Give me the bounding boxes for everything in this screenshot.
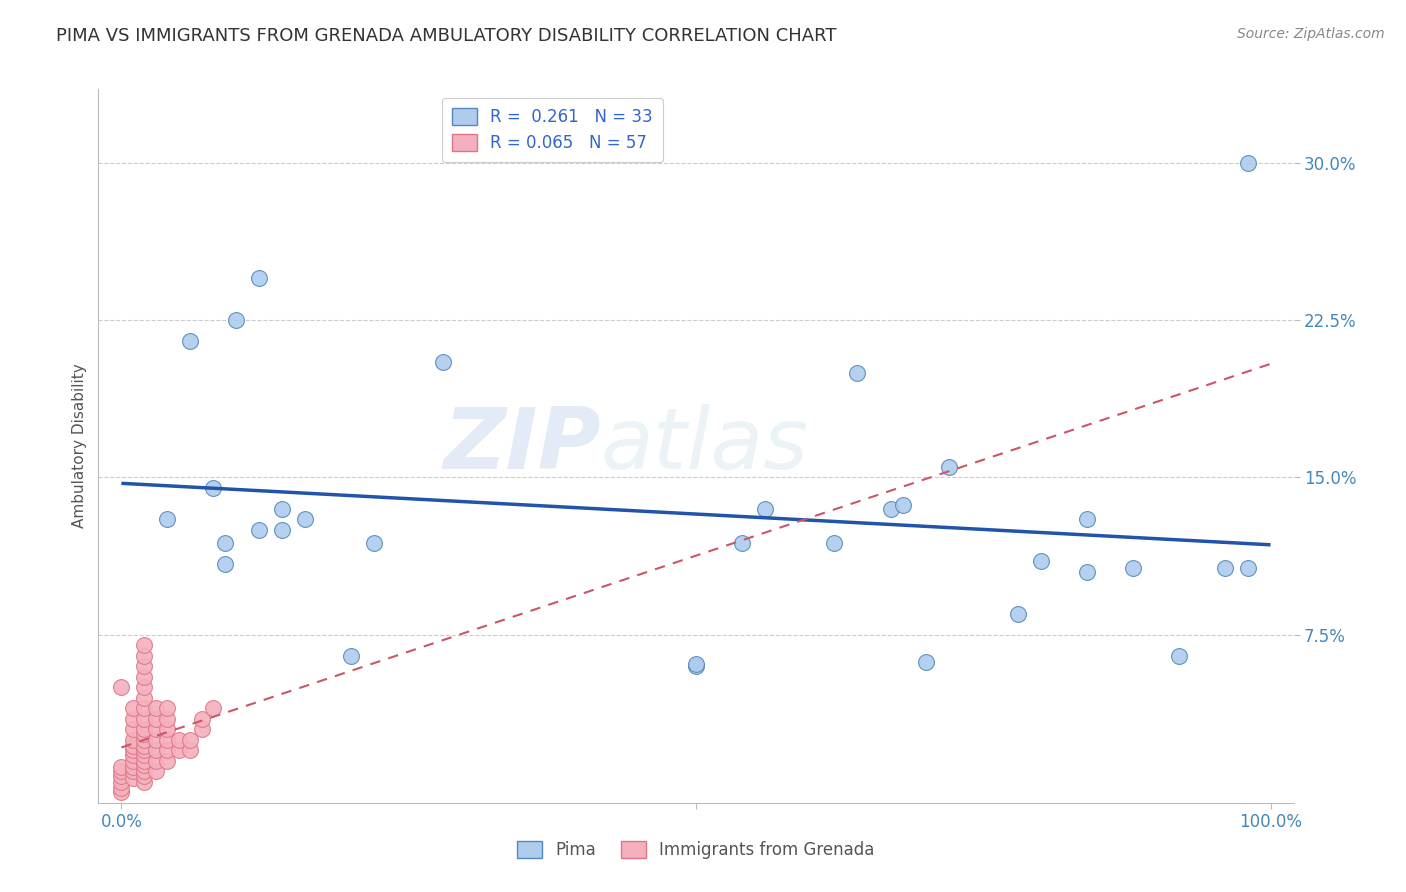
Point	[294, 512, 316, 526]
Point	[1029, 554, 1052, 568]
Point	[214, 557, 236, 571]
Point	[145, 701, 167, 715]
Point	[145, 732, 167, 747]
Point	[122, 743, 145, 757]
Text: ZIP: ZIP	[443, 404, 600, 488]
Point	[110, 774, 132, 789]
Point	[156, 512, 179, 526]
Text: atlas: atlas	[600, 404, 808, 488]
Point	[134, 774, 156, 789]
Point	[110, 764, 132, 779]
Point	[110, 785, 132, 799]
Point	[134, 648, 156, 663]
Point	[191, 712, 214, 726]
Point	[122, 747, 145, 762]
Point	[134, 758, 156, 772]
Point	[134, 712, 156, 726]
Point	[1167, 648, 1189, 663]
Point	[685, 659, 707, 673]
Point	[271, 523, 294, 537]
Point	[1213, 560, 1236, 574]
Point	[134, 764, 156, 779]
Point	[156, 754, 179, 768]
Legend: Pima, Immigrants from Grenada: Pima, Immigrants from Grenada	[510, 834, 882, 866]
Point	[122, 723, 145, 737]
Point	[214, 535, 236, 549]
Point	[122, 754, 145, 768]
Point	[179, 743, 201, 757]
Point	[134, 670, 156, 684]
Point	[247, 271, 270, 285]
Point	[110, 681, 132, 695]
Point	[122, 712, 145, 726]
Point	[145, 712, 167, 726]
Point	[340, 648, 363, 663]
Point	[134, 768, 156, 782]
Point	[202, 481, 225, 495]
Point	[134, 732, 156, 747]
Point	[122, 701, 145, 715]
Point	[145, 764, 167, 779]
Point	[1076, 512, 1098, 526]
Point	[167, 743, 190, 757]
Point	[156, 723, 179, 737]
Point	[271, 502, 294, 516]
Point	[156, 701, 179, 715]
Point	[122, 739, 145, 753]
Point	[891, 498, 914, 512]
Point	[134, 690, 156, 705]
Point	[845, 366, 868, 380]
Point	[122, 732, 145, 747]
Point	[145, 754, 167, 768]
Point	[134, 701, 156, 715]
Point	[122, 764, 145, 779]
Point	[156, 712, 179, 726]
Point	[134, 747, 156, 762]
Point	[134, 743, 156, 757]
Point	[134, 681, 156, 695]
Point	[179, 732, 201, 747]
Point	[179, 334, 201, 348]
Point	[823, 535, 845, 549]
Point	[122, 771, 145, 785]
Point	[1236, 560, 1258, 574]
Point	[134, 723, 156, 737]
Point	[110, 760, 132, 774]
Point	[167, 732, 190, 747]
Point	[122, 760, 145, 774]
Point	[156, 743, 179, 757]
Point	[363, 535, 385, 549]
Point	[731, 535, 754, 549]
Point	[110, 781, 132, 796]
Point	[134, 726, 156, 740]
Point	[134, 754, 156, 768]
Point	[134, 639, 156, 653]
Point	[1236, 155, 1258, 169]
Point	[145, 723, 167, 737]
Point	[156, 732, 179, 747]
Point	[202, 701, 225, 715]
Point	[225, 313, 247, 327]
Point	[938, 460, 960, 475]
Point	[914, 655, 936, 669]
Text: PIMA VS IMMIGRANTS FROM GRENADA AMBULATORY DISABILITY CORRELATION CHART: PIMA VS IMMIGRANTS FROM GRENADA AMBULATO…	[56, 27, 837, 45]
Point	[247, 523, 270, 537]
Point	[685, 657, 707, 672]
Point	[145, 743, 167, 757]
Point	[1122, 560, 1144, 574]
Text: Source: ZipAtlas.com: Source: ZipAtlas.com	[1237, 27, 1385, 41]
Point	[1076, 565, 1098, 579]
Point	[432, 355, 454, 369]
Point	[754, 502, 776, 516]
Point	[134, 659, 156, 673]
Point	[134, 739, 156, 753]
Y-axis label: Ambulatory Disability: Ambulatory Disability	[72, 364, 87, 528]
Point	[191, 723, 214, 737]
Point	[1007, 607, 1029, 621]
Point	[880, 502, 903, 516]
Point	[110, 768, 132, 782]
